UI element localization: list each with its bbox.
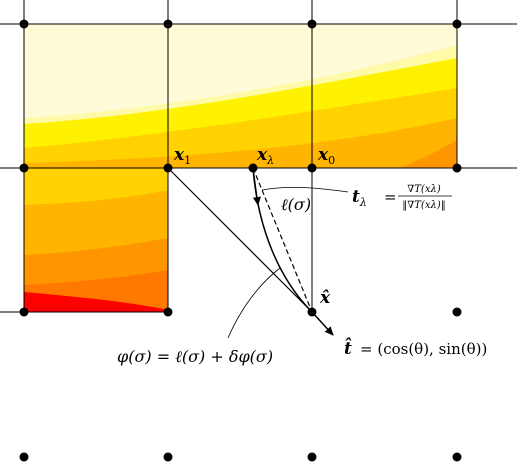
node (163, 452, 173, 462)
left-contour-region (24, 168, 168, 312)
t-lambda-lhs: tλ (352, 187, 367, 209)
node (19, 452, 29, 462)
node (19, 307, 29, 317)
grid-nodes (19, 19, 462, 462)
t-hat-rhs: = (cos(θ), sin(θ)) (360, 340, 487, 358)
node (452, 452, 462, 462)
formula-t-lambda: tλ = ∇T(xλ) ‖∇T(xλ)‖ (352, 184, 452, 211)
top-contour-region (24, 24, 457, 168)
node (19, 19, 29, 29)
contour-level-6 (400, 140, 457, 168)
dashed-segment-xlambda-xhat (252, 167, 313, 313)
contour-level-9b (24, 292, 168, 312)
label-x0: x0 (317, 145, 335, 167)
leader-t-lambda (261, 186, 349, 193)
node (307, 19, 317, 29)
t-hat-lhs: t̂ (344, 338, 352, 359)
segment-x1-xhat (167, 167, 313, 313)
label-xlambda: xλ (256, 145, 274, 167)
t-hat-arrow (311, 311, 334, 336)
label-x1: x1 (173, 145, 191, 167)
node (163, 307, 173, 317)
formula-t-hat: t̂ = (cos(θ), sin(θ)) (344, 338, 487, 359)
t-lambda-eq: = (384, 188, 397, 206)
node (163, 19, 173, 29)
t-lambda-numerator: ∇T(xλ) (407, 184, 441, 195)
node (452, 163, 462, 173)
label-ell: ℓ(σ) (281, 195, 311, 214)
node (307, 452, 317, 462)
formula-phi: φ(σ) = ℓ(σ) + δφ(σ) (117, 347, 273, 366)
node-x0 (307, 163, 317, 173)
node (452, 307, 462, 317)
node (452, 19, 462, 29)
label-xhat: x̂ (319, 288, 331, 308)
t-lambda-denominator: ‖∇T(xλ)‖ (402, 200, 445, 211)
contour-level-5 (24, 118, 457, 168)
t-lambda-arrow (252, 167, 261, 206)
node (19, 163, 29, 173)
leader-phi (227, 267, 281, 339)
